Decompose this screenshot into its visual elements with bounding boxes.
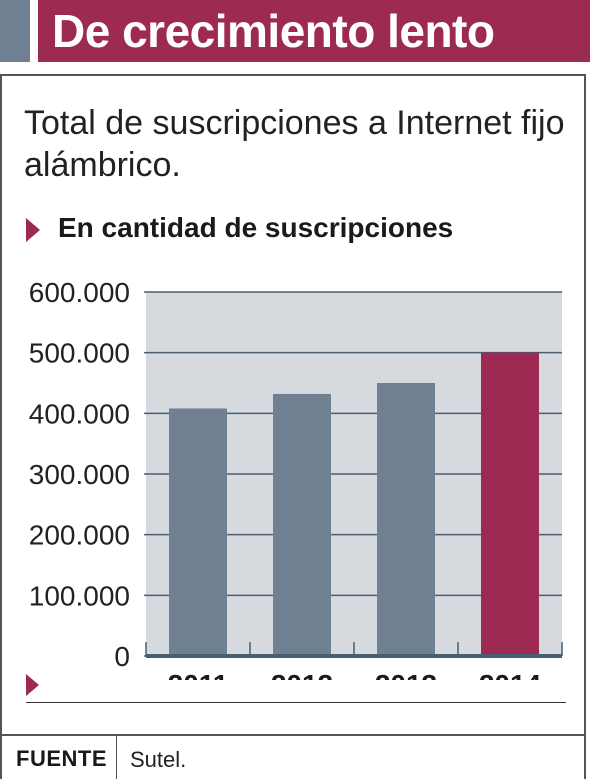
- y-tick-label: 400.000: [29, 398, 130, 429]
- title-bar: De crecimiento lento: [0, 0, 590, 62]
- bar-chart: 600.000 500.000 400.000 300.000 200.000 100.0…: [29, 277, 563, 680]
- triangle-bullet-icon: [26, 674, 39, 696]
- page-title: De crecimiento lento: [52, 5, 495, 57]
- source-label: FUENTE: [16, 746, 107, 771]
- x-tick-label: 2013: [375, 669, 437, 680]
- y-tick-label: 500.000: [29, 338, 130, 369]
- source-text: Sutel.: [130, 747, 187, 772]
- y-tick-label: 600.000: [29, 277, 130, 308]
- source-separator: [116, 736, 117, 779]
- bar-2013: [377, 383, 435, 656]
- triangle-bullet-icon: [26, 218, 40, 242]
- bar-2012: [273, 393, 331, 656]
- divider-rule: [26, 702, 566, 703]
- y-tick-label: 100.000: [29, 580, 130, 611]
- y-tick-label: 300.000: [29, 459, 130, 490]
- x-tick-label: 2012: [271, 669, 333, 680]
- bar-2014: [481, 352, 539, 656]
- x-tick-label: 2014: [479, 669, 542, 680]
- source-row: FUENTE Sutel.: [0, 734, 586, 779]
- bar-2011: [169, 408, 227, 656]
- chart-subtitle: Total de suscripciones a Internet fijo a…: [24, 104, 565, 184]
- title-accent-block: [0, 0, 30, 62]
- title-box: [38, 0, 590, 62]
- unit-label: En cantidad de suscripciones: [58, 212, 454, 243]
- x-tick-label: 2011: [168, 669, 229, 680]
- chart-frame: [0, 74, 586, 777]
- y-tick-label: 0: [114, 641, 130, 672]
- y-tick-label: 200.000: [29, 520, 130, 551]
